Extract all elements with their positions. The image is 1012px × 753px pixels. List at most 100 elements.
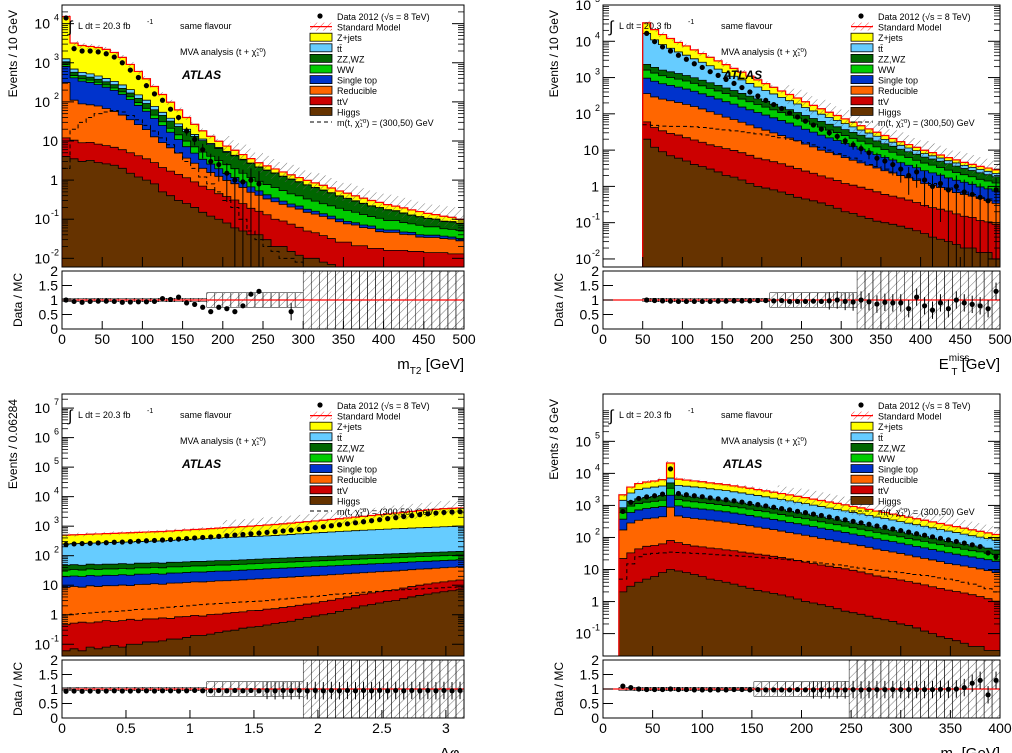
ratio-point <box>425 687 431 694</box>
integral-sign: ∫ <box>608 19 615 36</box>
ratio-point <box>328 687 334 694</box>
legend-label: m(t, χ̃₁⁰) = (300,50) GeV <box>337 507 434 517</box>
legend-swatch <box>850 85 874 95</box>
ratio-point <box>216 687 222 694</box>
data-point <box>441 509 447 516</box>
ratio-y-axis-label: Data / MC <box>552 273 566 327</box>
ratio-point <box>352 688 359 694</box>
ratio-point <box>786 687 793 693</box>
ratio-point <box>858 297 864 303</box>
ratio-point <box>818 687 824 693</box>
ratio-panel: 00.511.52 Data / MC <box>552 263 1001 337</box>
data-point <box>79 48 85 54</box>
ratio-point <box>143 688 150 694</box>
ratio-point <box>699 687 705 693</box>
ratio-point <box>715 687 721 693</box>
y-tick-label: 1 <box>591 178 599 194</box>
ratio-point <box>192 687 198 694</box>
ratio-panel: 00.511.52 Data / MC <box>552 652 1001 726</box>
data-point <box>377 517 383 523</box>
x-tick-label: 400 <box>988 720 1012 736</box>
ratio-point <box>985 692 991 698</box>
data-point <box>652 493 658 499</box>
data-point <box>802 510 809 516</box>
data-point <box>71 541 77 547</box>
data-point <box>151 537 158 544</box>
integral-sign: ∫ <box>608 408 615 425</box>
legend-swatch <box>850 32 874 42</box>
y-tick-exponent: 4 <box>595 30 600 40</box>
ratio-point <box>826 298 832 304</box>
ratio-point <box>882 686 888 693</box>
y-tick-label: 1 <box>50 172 58 188</box>
legend-swatch <box>309 464 333 474</box>
ratio-point <box>256 288 262 294</box>
data-point <box>961 189 967 195</box>
data-point <box>747 500 753 506</box>
ratio-point <box>763 297 769 304</box>
data-point <box>151 91 158 97</box>
y-tick-label: 10 <box>575 433 591 449</box>
ratio-point <box>699 298 705 305</box>
data-point <box>882 524 888 530</box>
ratio-point <box>232 687 238 694</box>
y-tick-label: 10 <box>583 142 599 158</box>
x-tick-label: 200 <box>211 331 235 347</box>
legend-label: m(t, χ̃₁⁰) = (300,50) GeV <box>878 118 975 128</box>
ratio-point <box>937 300 944 306</box>
main-plot-area <box>62 14 464 267</box>
x-tick-label: 0 <box>599 720 607 736</box>
legend-swatch <box>850 453 874 463</box>
y-tick-label: 10 <box>575 251 591 267</box>
ratio-point <box>95 688 101 694</box>
ratio-point <box>393 687 399 694</box>
data-point <box>667 466 674 472</box>
data-point <box>167 106 174 112</box>
ratio-point <box>111 298 117 305</box>
data-point <box>457 509 463 515</box>
ratio-y-tick-label: 0.5 <box>580 307 600 323</box>
sm-uncertainty-band <box>642 20 1000 180</box>
data-point <box>906 172 912 179</box>
data-point <box>675 52 682 58</box>
legend-label: Higgs <box>878 496 902 506</box>
data-point <box>224 170 230 176</box>
data-point <box>747 89 753 95</box>
ratio-point <box>723 687 729 693</box>
ratio-point <box>264 687 270 694</box>
ratio-panel: 00.511.52 Data / MC <box>11 652 465 726</box>
data-point <box>175 536 182 542</box>
legend-label: Higgs <box>337 107 361 117</box>
ratio-point <box>818 298 824 305</box>
ratio-point <box>248 291 254 297</box>
y-tick-label: 10 <box>575 529 591 545</box>
x-tick-label: 0 <box>58 720 66 736</box>
legend-label: Standard Model <box>878 23 942 33</box>
ratio-point <box>344 687 351 694</box>
ratio-point <box>175 294 182 300</box>
y-tick-exponent: 3 <box>595 67 600 77</box>
data-point <box>200 534 206 541</box>
data-point <box>360 519 367 525</box>
legend-swatch <box>850 96 874 106</box>
legend-label: Data 2012 (√s = 8 TeV) <box>337 12 430 22</box>
ratio-point <box>119 688 125 694</box>
ratio-point <box>961 684 967 691</box>
data-point <box>961 540 967 546</box>
data-point <box>425 511 431 517</box>
x-tick-label: 2.5 <box>372 720 392 736</box>
data-point <box>866 521 872 527</box>
ratio-point <box>127 688 133 694</box>
data-point <box>945 537 951 543</box>
x-tick-label: 1.5 <box>244 720 264 736</box>
legend-label: Single top <box>878 76 918 86</box>
integral-sign: ∫ <box>67 19 74 36</box>
data-point <box>826 130 832 136</box>
legend-label: Z+jets <box>878 422 903 432</box>
data-point <box>993 554 999 560</box>
x-axis-label: Emiss T [GeV] <box>939 353 1000 378</box>
x-axis-label: Δφll <box>440 745 464 753</box>
y-tick-exponent: -1 <box>592 623 600 633</box>
data-point <box>103 540 109 546</box>
x-tick-label: 400 <box>372 331 396 347</box>
